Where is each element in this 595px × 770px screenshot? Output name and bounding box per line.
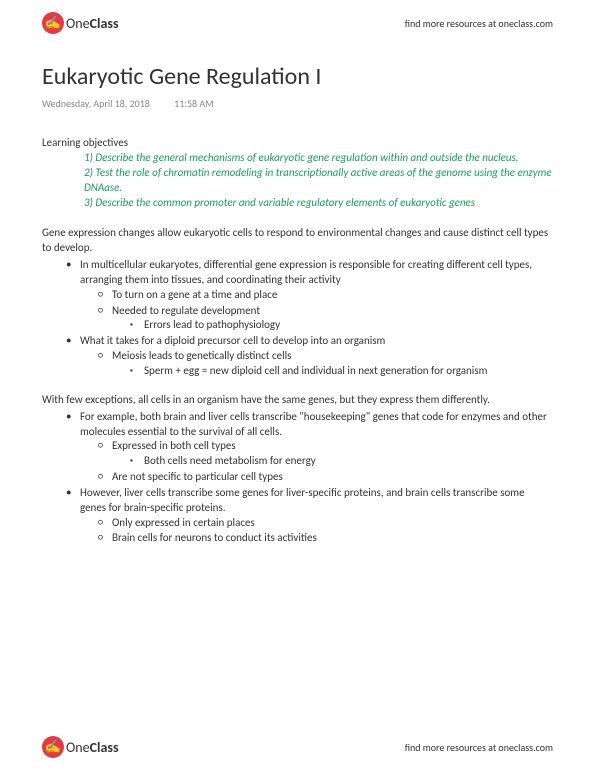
list-item: Are not specific to particular cell type… — [98, 470, 553, 485]
list-item: Errors lead to pathophysiology — [130, 318, 553, 333]
date-line: Wednesday, April 18, 2018 11:58 AM — [42, 97, 553, 110]
list-item: Both cells need metabolism for energy — [130, 454, 553, 469]
list-item: Meiosis leads to genetically distinct ce… — [98, 349, 553, 379]
page-footer: ✍ OneClass find more resources at onecla… — [42, 736, 553, 758]
page-title: Eukaryotic Gene Regulation I — [42, 62, 553, 91]
list-item: Expressed in both cell types Both cells … — [98, 439, 553, 469]
list-text: Needed to regulate development — [112, 304, 260, 317]
list-text: Expressed in both cell types — [112, 439, 236, 452]
page-header: ✍ OneClass find more resources at onecla… — [42, 12, 553, 34]
list-text: However, liver cells transcribe some gen… — [80, 486, 525, 514]
list-item: However, liver cells transcribe some gen… — [66, 486, 553, 546]
list-item: Needed to regulate development Errors le… — [98, 304, 553, 334]
note-date: Wednesday, April 18, 2018 — [42, 97, 150, 110]
sub-list: Meiosis leads to genetically distinct ce… — [98, 349, 553, 379]
brand-name: OneClass — [66, 15, 119, 32]
list-text: What it takes for a diploid precursor ce… — [80, 334, 385, 347]
list-item: What it takes for a diploid precursor ce… — [66, 334, 553, 379]
list-item: For example, both brain and liver cells … — [66, 410, 553, 485]
list-item: Brain cells for neurons to conduct its a… — [98, 531, 553, 546]
pencil-icon: ✍ — [45, 740, 61, 755]
objective-2: 2) Test the role of chromatin remodeling… — [84, 166, 553, 196]
brand-one: One — [66, 739, 90, 756]
list-2: For example, both brain and liver cells … — [66, 410, 553, 547]
sub-list: To turn on a gene at a time and place Ne… — [98, 288, 553, 334]
brand-one: One — [66, 15, 90, 32]
para-1: Gene expression changes allow eukaryotic… — [42, 226, 553, 256]
section-2: With few exceptions, all cells in an org… — [42, 393, 553, 546]
list-item: Sperm + egg = new diploid cell and indiv… — [130, 364, 553, 379]
list-1: In multicellular eukaryotes, differentia… — [66, 258, 553, 379]
objective-1: 1) Describe the general mechanisms of eu… — [84, 151, 553, 166]
logo-badge: ✍ — [42, 736, 64, 758]
pencil-icon: ✍ — [45, 16, 61, 31]
section-1: Gene expression changes allow eukaryotic… — [42, 226, 553, 378]
logo-badge: ✍ — [42, 12, 64, 34]
sub-sub-list: Sperm + egg = new diploid cell and indiv… — [130, 364, 553, 379]
list-item: To turn on a gene at a time and place — [98, 288, 553, 303]
footer-resources-link[interactable]: find more resources at oneclass.com — [405, 741, 553, 754]
footer-brand-logo: ✍ OneClass — [42, 736, 119, 758]
objective-3: 3) Describe the common promoter and vari… — [84, 196, 553, 211]
objectives-block: 1) Describe the general mechanisms of eu… — [84, 151, 553, 210]
sub-list: Only expressed in certain places Brain c… — [98, 516, 553, 547]
objectives-label: Learning objectives — [42, 136, 553, 149]
brand-class: Class — [90, 739, 119, 756]
para-2: With few exceptions, all cells in an org… — [42, 393, 553, 408]
list-item: Only expressed in certain places — [98, 516, 553, 531]
list-text: In multicellular eukaryotes, differentia… — [80, 258, 532, 286]
brand-logo: ✍ OneClass — [42, 12, 119, 34]
header-resources-link[interactable]: find more resources at oneclass.com — [405, 17, 553, 30]
note-time: 11:58 AM — [174, 97, 214, 110]
brand-class: Class — [90, 15, 119, 32]
list-item: In multicellular eukaryotes, differentia… — [66, 258, 553, 333]
list-text: Meiosis leads to genetically distinct ce… — [112, 349, 291, 362]
list-text: For example, both brain and liver cells … — [80, 410, 547, 438]
sub-sub-list: Both cells need metabolism for energy — [130, 454, 553, 469]
sub-sub-list: Errors lead to pathophysiology — [130, 318, 553, 333]
brand-name: OneClass — [66, 739, 119, 756]
sub-list: Expressed in both cell types Both cells … — [98, 439, 553, 485]
